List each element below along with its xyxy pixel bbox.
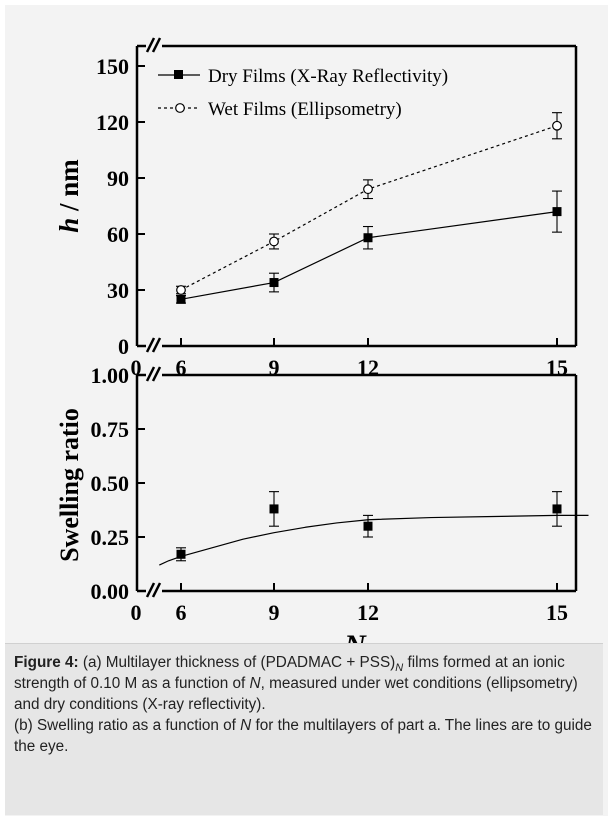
top-y-tick: 30 bbox=[107, 278, 145, 303]
data-point-swelling bbox=[552, 504, 562, 514]
bottom-ticks: 0.00 0.25 0.50 0.75 1.00 0 6 9 12 15 bbox=[91, 363, 569, 625]
legend: Dry Films (X-Ray Reflectivity) Wet Films… bbox=[158, 66, 448, 120]
bottom-x-tick-label: 15 bbox=[546, 600, 568, 625]
series-line-wet bbox=[180, 125, 558, 291]
data-point-wet bbox=[552, 120, 562, 131]
caption-part-b-n: N bbox=[240, 717, 252, 734]
bottom-y-tick-label: 0.50 bbox=[91, 471, 130, 496]
top-x-tick-label: 12 bbox=[357, 355, 379, 380]
top-y-tick: 120 bbox=[96, 110, 145, 135]
top-x-tick: 15 bbox=[546, 338, 568, 380]
bottom-y-tick: 1.00 bbox=[91, 363, 145, 388]
bottom-x-tick: 9 bbox=[269, 583, 280, 625]
data-point-swelling bbox=[176, 549, 186, 559]
data-point-dry bbox=[176, 294, 186, 304]
bottom-x-tick: 12 bbox=[357, 583, 379, 625]
caption-part-b-1: (b) Swelling ratio as a function of bbox=[14, 717, 241, 734]
legend-label-dry: Dry Films (X-Ray Reflectivity) bbox=[208, 66, 448, 87]
top-ticks: 0 30 60 90 120 150 0 6 9 12 15 bbox=[96, 54, 568, 380]
bottom-y-tick-label: 0.25 bbox=[91, 525, 130, 550]
bottom-y-tick-label: 0.00 bbox=[91, 579, 130, 604]
bottom-series bbox=[159, 491, 589, 566]
top-y-tick-label: 30 bbox=[107, 278, 129, 303]
data-point-swelling bbox=[269, 504, 279, 514]
bottom-y-tick-label: 0.75 bbox=[91, 417, 130, 442]
legend-marker-dry bbox=[174, 70, 183, 79]
data-point-swelling bbox=[363, 521, 373, 531]
caption-part-a-sub: N bbox=[395, 662, 404, 675]
top-x-tick-label: 0 bbox=[131, 355, 142, 380]
top-y-tick-label: 60 bbox=[107, 222, 129, 247]
data-point-dry bbox=[552, 207, 562, 217]
legend-label-wet: Wet Films (Ellipsometry) bbox=[208, 99, 402, 120]
bottom-x-tick-label: 6 bbox=[176, 600, 187, 625]
top-x-tick: 0 bbox=[131, 355, 142, 380]
figure-caption: Figure 4: (a) Multilayer thickness of (P… bbox=[5, 643, 603, 815]
bottom-x-tick-label: 9 bbox=[269, 600, 280, 625]
bottom-x-tick-label: 12 bbox=[357, 600, 379, 625]
top-y-axis-title: h / nm bbox=[54, 159, 84, 233]
data-point-wet bbox=[363, 184, 373, 195]
bottom-x-tick: 0 bbox=[131, 600, 142, 625]
bottom-y-tick: 0.50 bbox=[91, 471, 145, 496]
top-y-tick-label: 90 bbox=[107, 166, 129, 191]
top-plot-axes bbox=[135, 44, 578, 348]
caption-label: Figure 4: bbox=[14, 654, 79, 671]
bottom-axis-break-top bbox=[145, 366, 162, 382]
caption-part-a-2: films formed at an ionic strength of 0.1… bbox=[14, 654, 565, 692]
top-axis-break-bottom bbox=[145, 337, 162, 353]
legend-entry-dry: Dry Films (X-Ray Reflectivity) bbox=[158, 66, 448, 87]
bottom-y-tick-label: 1.00 bbox=[91, 363, 130, 388]
bottom-y-tick: 0.75 bbox=[91, 417, 145, 442]
bottom-y-tick: 0.00 bbox=[91, 579, 145, 604]
top-y-tick: 90 bbox=[107, 166, 145, 191]
top-x-tick: 9 bbox=[269, 338, 280, 380]
guide-line bbox=[159, 514, 589, 566]
bottom-plot-axes bbox=[135, 373, 578, 593]
top-x-tick: 12 bbox=[357, 338, 379, 380]
top-series bbox=[176, 112, 562, 304]
legend-entry-wet: Wet Films (Ellipsometry) bbox=[158, 99, 402, 120]
bottom-x-tick: 6 bbox=[176, 583, 187, 625]
top-y-tick: 0 bbox=[118, 334, 145, 359]
caption-part-a-n: N bbox=[249, 675, 261, 692]
top-y-tick: 60 bbox=[107, 222, 145, 247]
top-x-tick: 6 bbox=[176, 338, 187, 380]
top-x-tick-label: 9 bbox=[269, 355, 280, 380]
top-y-tick-label: 120 bbox=[96, 110, 129, 135]
bottom-y-axis-title: Swelling ratio bbox=[55, 408, 84, 562]
top-y-tick-label: 150 bbox=[96, 54, 129, 79]
top-x-tick-label: 15 bbox=[546, 355, 568, 380]
caption-part-a-1: (a) Multilayer thickness of (PDADMAC + P… bbox=[78, 654, 396, 671]
data-point-dry bbox=[363, 233, 373, 243]
bottom-x-tick-label: 0 bbox=[131, 600, 142, 625]
top-axis-break-top bbox=[145, 37, 162, 53]
bottom-axis-break-bottom bbox=[145, 582, 162, 598]
caption-part-b-2: for the multilayers of part a. The lines… bbox=[14, 717, 592, 755]
top-y-tick: 150 bbox=[96, 54, 145, 79]
data-point-wet bbox=[269, 236, 279, 247]
figure-chart: Dry Films (X-Ray Reflectivity) Wet Films… bbox=[54, 37, 589, 650]
series-line-dry bbox=[180, 211, 558, 300]
top-x-tick-label: 6 bbox=[176, 355, 187, 380]
bottom-y-tick: 0.25 bbox=[91, 525, 145, 550]
top-y-tick-label: 0 bbox=[118, 334, 129, 359]
legend-marker-wet bbox=[175, 103, 185, 113]
data-point-dry bbox=[269, 278, 279, 288]
bottom-x-tick: 15 bbox=[546, 583, 568, 625]
caption-part-a-3: , measured under wet conditions (ellipso… bbox=[14, 675, 578, 713]
data-point-wet bbox=[176, 285, 186, 295]
